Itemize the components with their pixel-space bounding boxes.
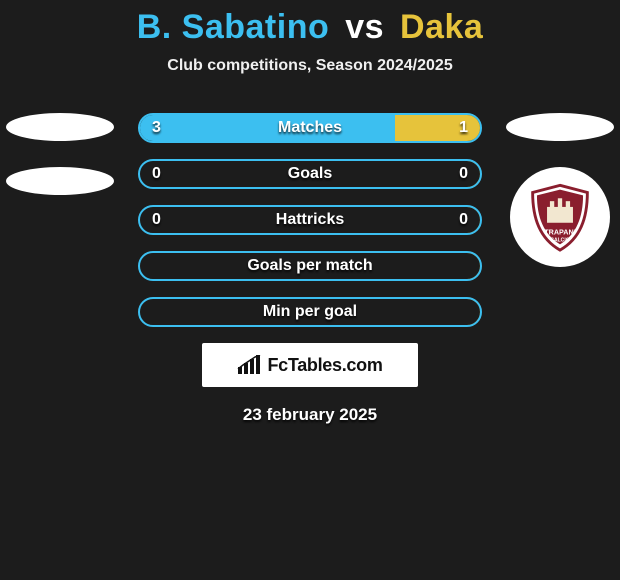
svg-text:TRAPANI: TRAPANI xyxy=(544,227,575,236)
stat-bar: 0 0 Goals xyxy=(138,159,482,189)
left-badges xyxy=(0,113,120,221)
subtitle: Club competitions, Season 2024/2025 xyxy=(0,57,620,75)
player2-name: Daka xyxy=(400,8,483,46)
player-photo-placeholder xyxy=(506,113,614,141)
vs-label: vs xyxy=(345,8,384,46)
bar-border-right xyxy=(312,159,482,189)
stat-label: Goals per match xyxy=(247,257,372,275)
date-label: 23 february 2025 xyxy=(0,405,620,425)
stat-label: Goals xyxy=(288,165,332,183)
bar-fill-left xyxy=(140,115,395,141)
comparison-content: TRAPANI CALCIO 3 1 Matches 0 0 Goals 0 0 Hattric… xyxy=(0,113,620,425)
stat-label: Min per goal xyxy=(263,303,357,321)
stat-bars: 3 1 Matches 0 0 Goals 0 0 Hattricks Goals per mat… xyxy=(138,113,482,327)
club-badge-placeholder xyxy=(6,167,114,195)
player-photo-placeholder xyxy=(6,113,114,141)
stat-value-right: 0 xyxy=(459,165,468,183)
stat-bar: Goals per match xyxy=(138,251,482,281)
stat-bar: Min per goal xyxy=(138,297,482,327)
player1-name: B. Sabatino xyxy=(137,8,330,46)
stat-bar: 0 0 Hattricks xyxy=(138,205,482,235)
club-crest: TRAPANI CALCIO xyxy=(510,167,610,267)
stat-value-left: 0 xyxy=(152,211,161,229)
stat-value-right: 1 xyxy=(459,119,468,137)
right-badges: TRAPANI CALCIO xyxy=(500,113,620,267)
stat-value-left: 0 xyxy=(152,165,161,183)
brand-box: FcTables.com xyxy=(202,343,418,387)
bar-chart-icon xyxy=(237,355,261,375)
stat-bar: 3 1 Matches xyxy=(138,113,482,143)
shield-icon: TRAPANI CALCIO xyxy=(524,181,596,253)
stat-label: Matches xyxy=(278,119,342,137)
stat-label: Hattricks xyxy=(276,211,344,229)
page-title: B. Sabatino vs Daka xyxy=(0,0,620,47)
stat-value-left: 3 xyxy=(152,119,161,137)
stat-value-right: 0 xyxy=(459,211,468,229)
brand-text: FcTables.com xyxy=(267,355,382,376)
svg-text:CALCIO: CALCIO xyxy=(550,237,569,243)
